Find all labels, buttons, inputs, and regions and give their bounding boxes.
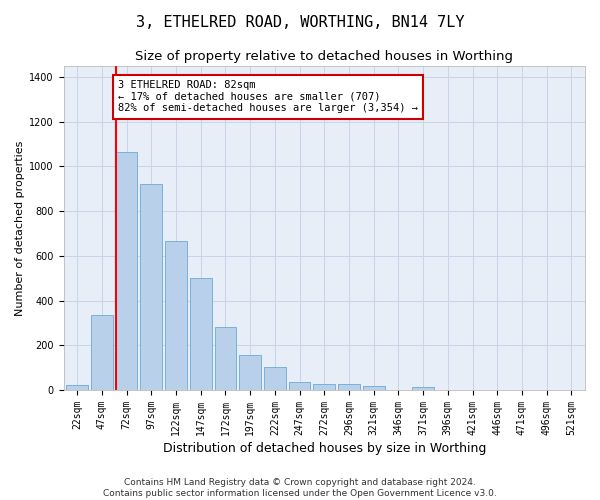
Bar xyxy=(215,328,236,390)
X-axis label: Distribution of detached houses by size in Worthing: Distribution of detached houses by size … xyxy=(163,442,486,455)
Title: Size of property relative to detached houses in Worthing: Size of property relative to detached ho… xyxy=(135,50,513,63)
Text: Contains HM Land Registry data © Crown copyright and database right 2024.
Contai: Contains HM Land Registry data © Crown c… xyxy=(103,478,497,498)
Bar xyxy=(338,384,360,390)
Bar xyxy=(165,241,187,390)
Bar xyxy=(239,356,261,390)
Bar xyxy=(313,384,335,390)
Bar xyxy=(289,382,310,390)
Text: 3, ETHELRED ROAD, WORTHING, BN14 7LY: 3, ETHELRED ROAD, WORTHING, BN14 7LY xyxy=(136,15,464,30)
Bar xyxy=(264,366,286,390)
Bar xyxy=(66,385,88,390)
Text: 3 ETHELRED ROAD: 82sqm
← 17% of detached houses are smaller (707)
82% of semi-de: 3 ETHELRED ROAD: 82sqm ← 17% of detached… xyxy=(118,80,418,114)
Bar xyxy=(91,315,113,390)
Bar xyxy=(190,278,212,390)
Bar xyxy=(363,386,385,390)
Bar xyxy=(140,184,162,390)
Bar xyxy=(116,152,137,390)
Y-axis label: Number of detached properties: Number of detached properties xyxy=(15,140,25,316)
Bar xyxy=(412,388,434,390)
